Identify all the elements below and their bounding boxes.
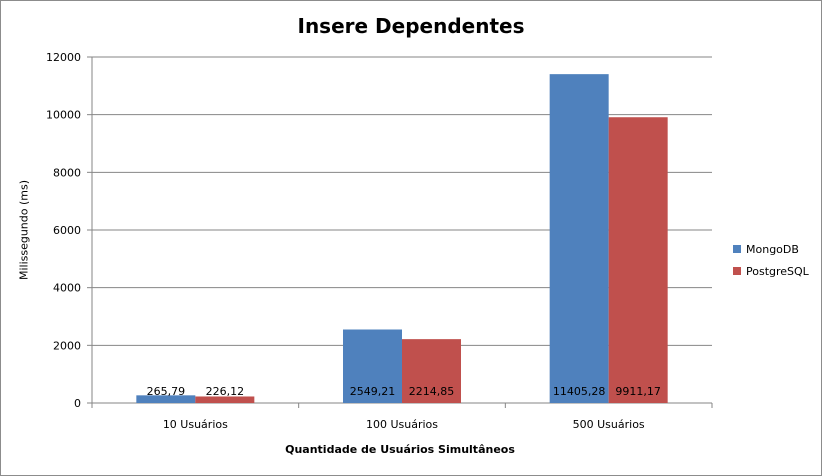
x-tick-label: 500 Usuários [573, 418, 645, 431]
data-label: 265,79 [147, 385, 186, 398]
bar [608, 117, 668, 403]
y-tick-label: 0 [74, 397, 81, 410]
data-label: 11405,28 [553, 385, 606, 398]
bar [195, 396, 255, 403]
y-tick-label: 2000 [53, 339, 81, 352]
legend-swatch-postgresql [733, 267, 741, 275]
x-tick-label: 10 Usuários [163, 418, 228, 431]
legend-label-postgresql: PostgreSQL [746, 264, 809, 278]
x-tick-label: 100 Usuários [366, 418, 438, 431]
legend: MongoDB PostgreSQL [733, 238, 809, 282]
data-label: 2214,85 [409, 385, 455, 398]
bar [402, 339, 461, 403]
y-tick-label: 12000 [46, 51, 81, 64]
y-tick-label: 6000 [53, 224, 81, 237]
y-tick-label: 4000 [53, 282, 81, 295]
bar [136, 395, 196, 403]
y-tick-label: 10000 [46, 109, 81, 122]
bar [343, 329, 402, 403]
x-axis-label: Quantidade de Usuários Simultâneos [285, 443, 515, 456]
data-label: 9911,17 [615, 385, 661, 398]
chart-title: Insere Dependentes [297, 14, 525, 38]
legend-label-mongodb: MongoDB [746, 242, 799, 256]
data-label: 226,12 [206, 385, 245, 398]
y-tick-label: 8000 [53, 166, 81, 179]
data-label: 2549,21 [350, 385, 396, 398]
legend-item-mongodb: MongoDB [733, 238, 809, 260]
legend-swatch-mongodb [733, 245, 741, 253]
legend-item-postgresql: PostgreSQL [733, 260, 809, 282]
bar [549, 74, 609, 403]
